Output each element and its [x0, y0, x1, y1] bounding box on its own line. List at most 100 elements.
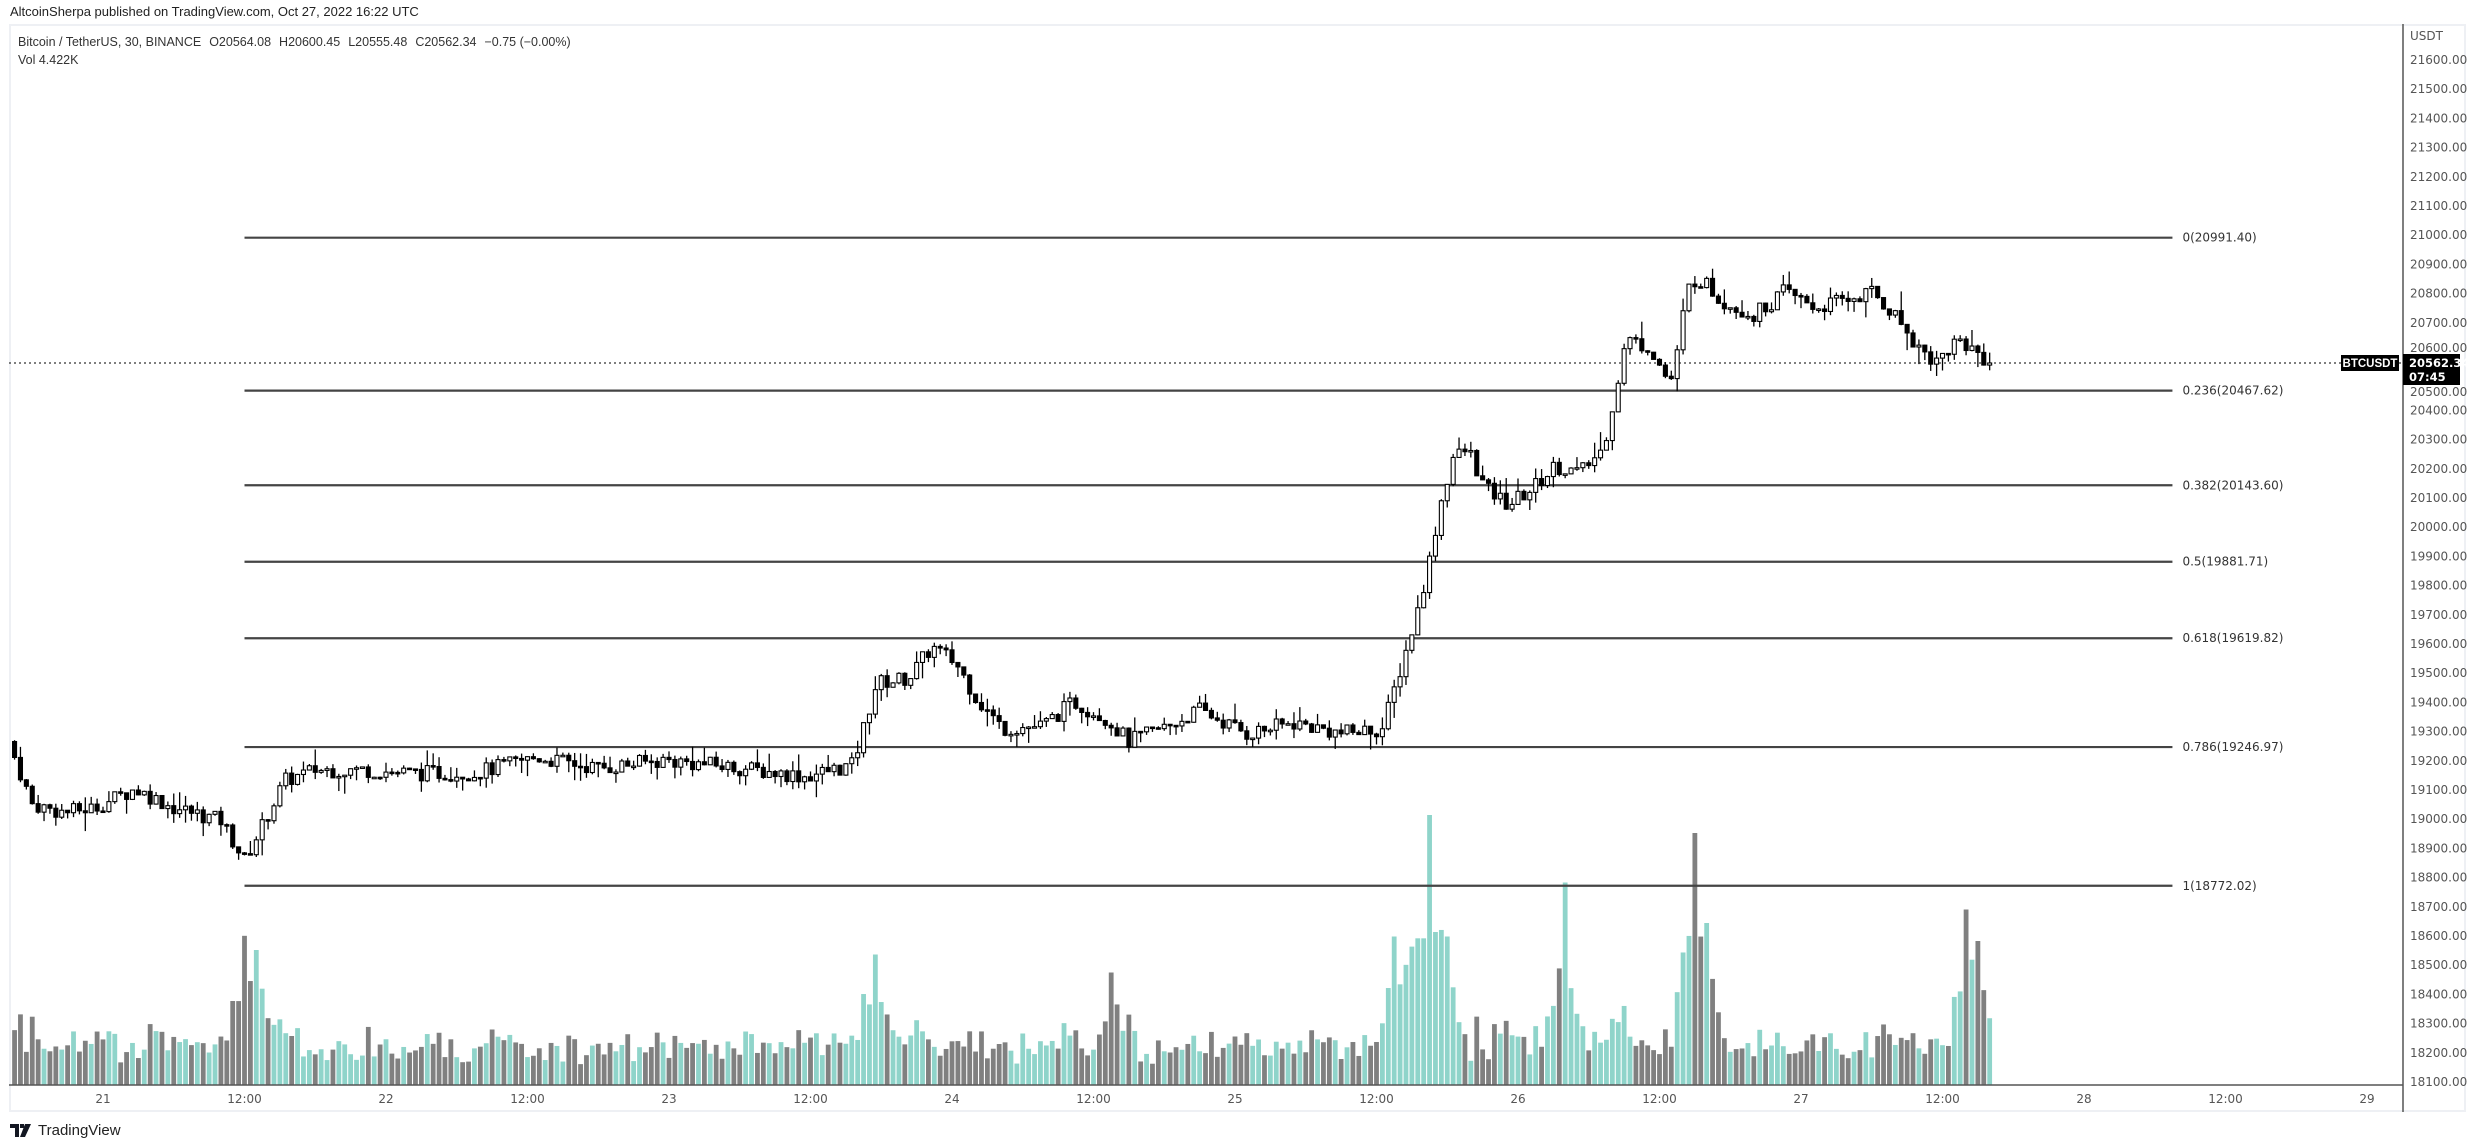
candle-up — [401, 767, 407, 774]
volume-bar — [595, 1043, 601, 1085]
volume-bar — [1456, 1022, 1462, 1085]
candle-down — [76, 803, 82, 812]
candle-down — [1651, 351, 1657, 360]
price-tick-label: 19000.00 — [2410, 812, 2467, 826]
price-tick-label: 20500.00 — [2410, 385, 2467, 399]
candle-up — [1344, 724, 1350, 735]
volume-bar — [666, 1057, 672, 1085]
candle-down — [53, 807, 59, 818]
volume-bar — [955, 1041, 961, 1085]
volume-bar — [967, 1031, 973, 1085]
candle-down — [1214, 717, 1220, 721]
candle-down — [731, 761, 737, 773]
volume-bar — [466, 1061, 471, 1085]
candle-up — [931, 645, 937, 658]
volume-bar — [1651, 1050, 1657, 1085]
candle-up — [695, 761, 702, 771]
candle-down — [17, 756, 24, 781]
candle-down — [1786, 284, 1792, 290]
tradingview-logo-icon — [10, 1124, 31, 1137]
candle-down — [1945, 352, 1951, 356]
candle-up — [153, 794, 159, 805]
candle-up — [1827, 297, 1834, 313]
candle-up — [849, 757, 855, 765]
candle-down — [1149, 726, 1156, 730]
candle-up — [1037, 720, 1043, 728]
volume-bar — [1922, 1053, 1928, 1085]
candle-down — [1633, 337, 1639, 340]
candle-down — [1739, 311, 1745, 318]
volume-bar — [1391, 936, 1397, 1085]
candle-up — [129, 789, 136, 800]
tradingview-logo[interactable]: TradingView — [10, 1122, 121, 1139]
price-tick-label: 20000.00 — [2410, 520, 2467, 534]
last-price-symbol: BTCUSDT — [2343, 358, 2398, 370]
candle-up — [1869, 285, 1875, 290]
candle-down — [330, 768, 336, 779]
volume-bar — [1474, 1016, 1480, 1085]
candle-up — [1497, 492, 1503, 500]
time-tick-label: 12:00 — [1642, 1092, 1677, 1106]
volume-bar — [1126, 1014, 1132, 1085]
candle-down — [465, 778, 472, 782]
candle-down — [1085, 711, 1091, 718]
volume-bar — [1079, 1048, 1085, 1085]
candle-up — [1267, 729, 1273, 733]
volume-bar — [147, 1024, 153, 1085]
volume-bar — [513, 1042, 519, 1085]
volume-bar — [914, 1020, 920, 1085]
legend-volume[interactable]: Vol 4.422K — [18, 53, 79, 67]
legend-symbol[interactable]: Bitcoin / TetherUS, 30, BINANCE — [18, 35, 202, 49]
price-axis-currency: USDT — [2410, 29, 2444, 43]
candle-down — [1279, 718, 1285, 725]
candle-down — [29, 785, 35, 805]
candle-up — [919, 651, 926, 663]
volume-bar — [1910, 1033, 1916, 1085]
candle-up — [1297, 720, 1303, 730]
legend-change: −0.75 (−0.00%) — [484, 35, 571, 49]
candle-up — [353, 767, 360, 770]
candle-down — [1922, 344, 1928, 353]
candle-down — [672, 758, 678, 768]
candle-up — [1527, 491, 1533, 501]
candle-down — [536, 758, 542, 763]
volume-bar — [1415, 938, 1421, 1085]
candle-down — [442, 777, 448, 781]
candle-up — [1544, 475, 1551, 487]
volume-bar — [1786, 1053, 1792, 1085]
candle-up — [1067, 697, 1073, 703]
volume-bar — [973, 1051, 978, 1085]
candle-up — [890, 682, 896, 688]
volume-bar — [884, 1014, 890, 1085]
candle-up — [182, 805, 189, 811]
volume-bar — [696, 1043, 701, 1085]
candle-down — [737, 771, 743, 777]
volume-bar — [1763, 1049, 1769, 1085]
volume-bar — [377, 1044, 383, 1085]
candle-down — [1804, 295, 1810, 304]
candle-up — [1686, 283, 1692, 312]
candle-down — [949, 649, 955, 664]
candle-up — [1456, 448, 1462, 459]
candle-down — [188, 805, 194, 814]
candle-up — [660, 756, 666, 768]
volume-bar — [890, 1030, 896, 1085]
candle-up — [1014, 733, 1020, 736]
candle-up — [318, 769, 324, 773]
volume-bar — [1238, 1044, 1244, 1085]
candle-down — [1114, 727, 1120, 737]
volume-bar — [1132, 1030, 1138, 1085]
volume-bar — [424, 1034, 430, 1085]
time-tick-label: 29 — [2359, 1092, 2374, 1106]
volume-bar — [719, 1058, 725, 1085]
volume-bar — [23, 1051, 29, 1085]
volume-bar — [106, 1031, 112, 1085]
candle-up — [802, 776, 808, 783]
candle-down — [65, 809, 71, 814]
volume-bar — [536, 1048, 542, 1085]
candle-up — [1509, 503, 1515, 510]
volume-bar — [790, 1048, 796, 1085]
candle-up — [454, 776, 460, 782]
volume-bar — [1615, 1022, 1621, 1085]
